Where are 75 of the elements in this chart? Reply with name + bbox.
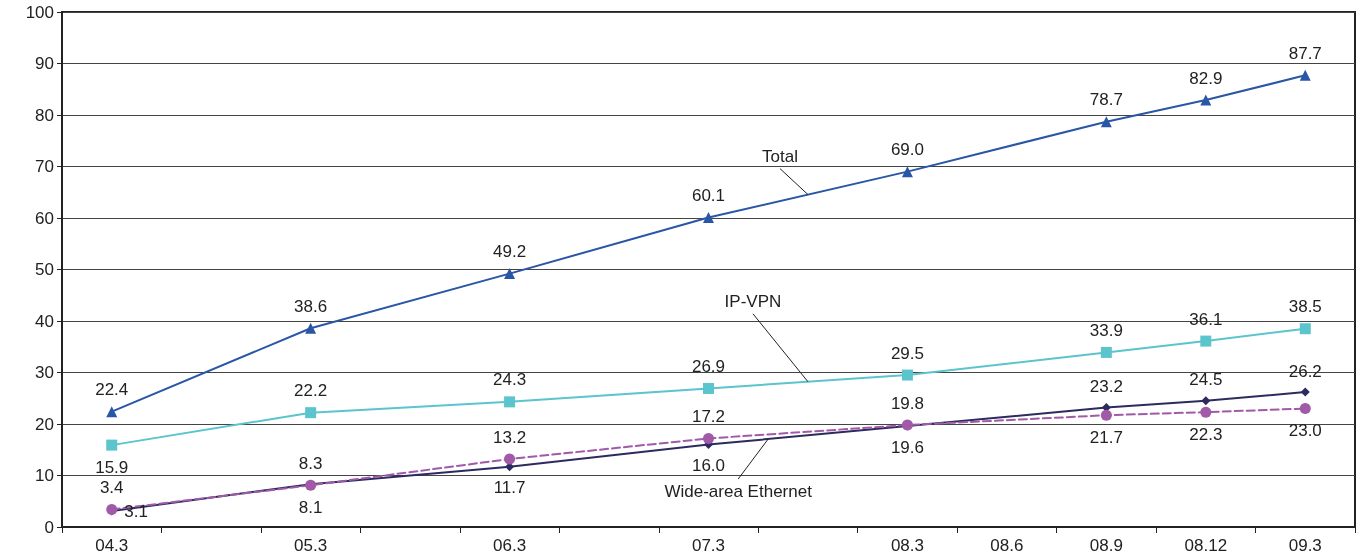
y-tick-label: 40 xyxy=(35,311,54,331)
x-tick-label: 04.3 xyxy=(95,536,129,555)
data-label: 8.1 xyxy=(298,497,323,517)
point xyxy=(504,268,516,280)
data-label: 11.7 xyxy=(493,478,526,498)
data-label: 3.4 xyxy=(99,477,124,497)
data-label: 22.4 xyxy=(95,380,129,400)
y-tick-label: 10 xyxy=(35,466,54,485)
y-tick-label: 60 xyxy=(35,208,54,228)
point xyxy=(703,432,714,444)
x-tick-label: 08.3 xyxy=(890,536,924,555)
data-label: 60.1 xyxy=(691,185,726,205)
data-label: 24.5 xyxy=(1189,370,1223,390)
data-label: 21.7 xyxy=(1089,427,1123,447)
data-label: 69.0 xyxy=(890,140,924,160)
x-tick-label: 08.12 xyxy=(1184,536,1228,555)
data-label: 33.9 xyxy=(1089,320,1123,340)
data-label: 26.9 xyxy=(691,356,726,376)
x-tick-label: 08.9 xyxy=(1089,536,1123,555)
point xyxy=(901,166,913,178)
data-label: 17.2 xyxy=(691,406,726,426)
point xyxy=(305,407,317,419)
data-label: 82.9 xyxy=(1189,68,1223,88)
data-label: 29.5 xyxy=(890,343,924,363)
y-tick-label: 30 xyxy=(35,363,54,382)
data-label: 22.3 xyxy=(1189,424,1223,444)
data-label: 38.5 xyxy=(1288,297,1322,317)
x-tick-label: 07.3 xyxy=(691,536,726,555)
point xyxy=(1200,406,1212,418)
data-label: 24.3 xyxy=(493,370,527,390)
x-tick-label: 09.3 xyxy=(1288,536,1322,555)
text: IP-VPN xyxy=(724,292,782,312)
point xyxy=(1100,409,1112,421)
data-label: 23.2 xyxy=(1089,377,1123,397)
point xyxy=(1299,403,1311,415)
data-label: 38.6 xyxy=(294,296,328,316)
point xyxy=(305,322,317,334)
y-tick-label: 90 xyxy=(35,54,54,73)
point xyxy=(1200,94,1212,106)
data-label: 19.6 xyxy=(890,437,924,457)
data-label: 16.0 xyxy=(691,456,726,476)
data-label: 23.0 xyxy=(1288,421,1322,441)
data-label: 15.9 xyxy=(95,457,129,477)
data-label: 13.2 xyxy=(493,427,527,447)
point xyxy=(1299,69,1311,81)
data-label: 22.2 xyxy=(294,381,328,401)
point xyxy=(504,396,516,408)
y-tick-label: 0 xyxy=(44,517,54,537)
point xyxy=(1300,387,1310,397)
x-tick-label: 06.3 xyxy=(493,536,527,555)
x-tick-label: 08.6 xyxy=(990,536,1024,555)
x-tick-label: 05.3 xyxy=(294,536,328,555)
data-label: 78.7 xyxy=(1089,90,1123,110)
series-label: Total xyxy=(762,147,798,167)
point xyxy=(504,453,516,465)
point xyxy=(1299,323,1311,335)
series-label: Wide-area Ethernet xyxy=(664,481,813,501)
point xyxy=(703,382,714,394)
point xyxy=(901,369,913,381)
point xyxy=(703,211,714,223)
point xyxy=(1100,346,1112,358)
point xyxy=(1200,335,1212,347)
data-label: 19.8 xyxy=(890,393,924,413)
data-label: 8.3 xyxy=(298,453,323,473)
y-tick-label: 50 xyxy=(35,260,54,279)
point xyxy=(1201,396,1211,406)
y-tick-label: 20 xyxy=(35,414,54,434)
point xyxy=(1100,116,1112,128)
point xyxy=(106,439,118,451)
y-tick-label: 70 xyxy=(35,157,54,176)
data-label: 49.2 xyxy=(493,242,527,262)
y-tick-label: 100 xyxy=(25,2,54,22)
y-tick-label: 80 xyxy=(35,105,54,125)
data-label: 87.7 xyxy=(1288,43,1322,63)
point xyxy=(106,406,118,418)
